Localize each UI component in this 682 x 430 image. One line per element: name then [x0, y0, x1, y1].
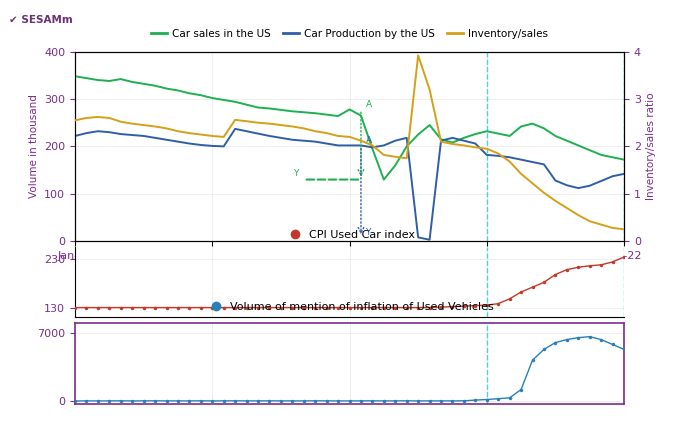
- Text: Y: Y: [366, 228, 371, 237]
- Text: A: A: [366, 101, 372, 109]
- Text: ✔ SESAMm: ✔ SESAMm: [9, 15, 72, 25]
- Text: A: A: [366, 136, 372, 145]
- Y-axis label: Inventory/sales ratio: Inventory/sales ratio: [647, 92, 657, 200]
- Legend: Car sales in the US, Car Production by the US, Inventory/sales: Car sales in the US, Car Production by t…: [147, 25, 552, 43]
- Legend: CPI Used Car index: CPI Used Car index: [280, 226, 419, 245]
- Text: Y: Y: [293, 169, 298, 178]
- Legend: Volume of mention of inflation of Used Vehicles: Volume of mention of inflation of Used V…: [201, 298, 499, 316]
- Y-axis label: Volume in thousand: Volume in thousand: [29, 95, 39, 198]
